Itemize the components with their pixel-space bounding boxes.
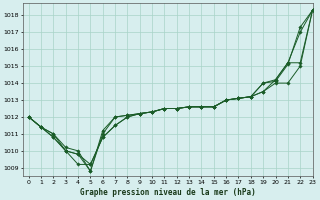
X-axis label: Graphe pression niveau de la mer (hPa): Graphe pression niveau de la mer (hPa): [80, 188, 255, 197]
